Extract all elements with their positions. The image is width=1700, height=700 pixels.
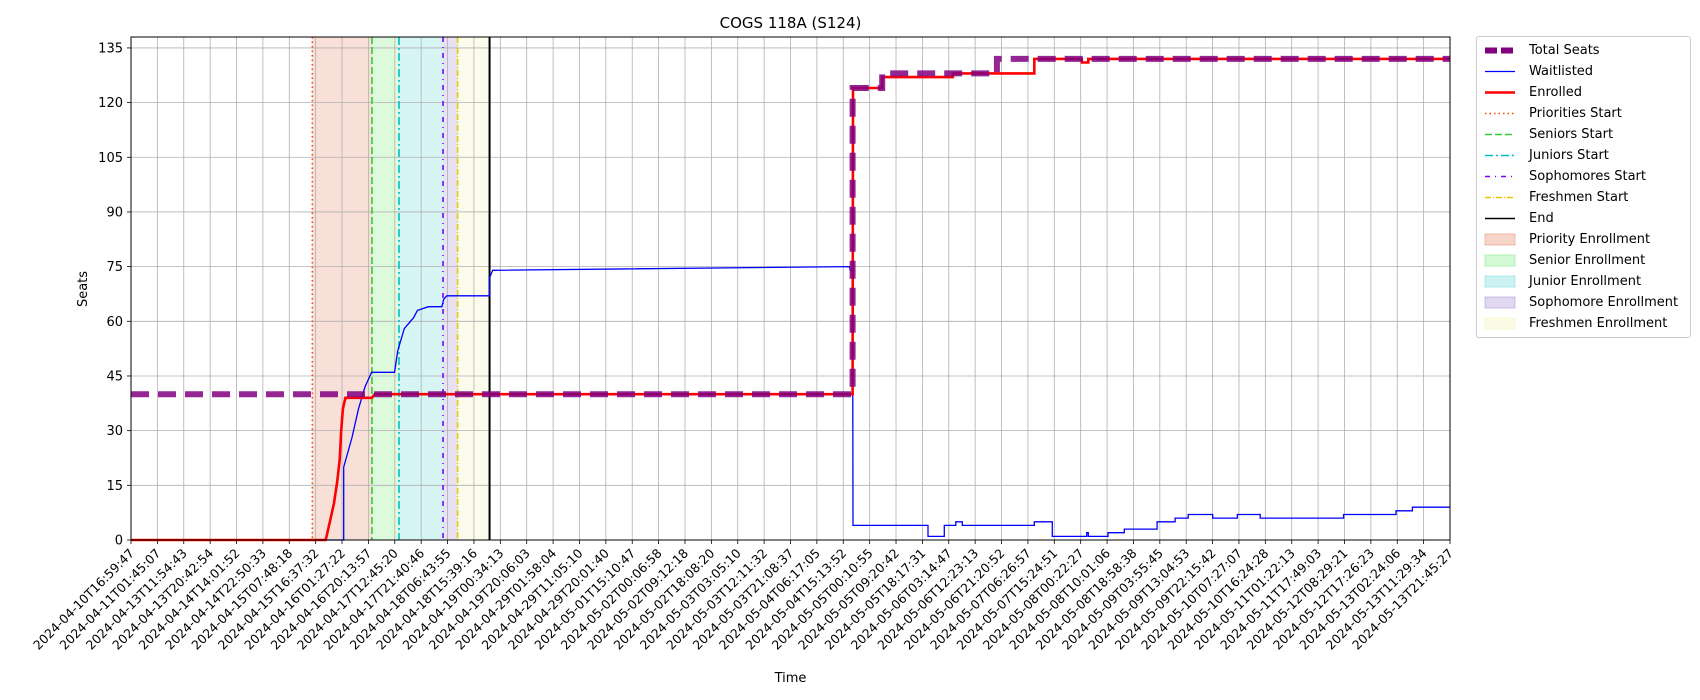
legend-label: Total Seats — [1529, 43, 1600, 58]
legend-label: Priority Enrollment — [1529, 232, 1651, 247]
legend-label: Sophomore Enrollment — [1529, 295, 1679, 310]
legend-label: Juniors Start — [1529, 148, 1609, 163]
legend-label: Freshmen Enrollment — [1529, 316, 1668, 331]
legend-swatch — [1481, 103, 1519, 124]
legend-swatch — [1481, 187, 1519, 208]
legend-label: Waitlisted — [1529, 64, 1594, 79]
y-tick-label: 0 — [115, 534, 123, 549]
y-tick-label: 15 — [106, 479, 123, 494]
legend-swatch — [1481, 229, 1519, 250]
legend-label: Junior Enrollment — [1529, 274, 1642, 289]
legend-swatch — [1481, 166, 1519, 187]
legend: Total Seats Waitlisted Enrolled Priorities … — [1476, 36, 1691, 338]
legend-label: Priorities Start — [1529, 106, 1622, 121]
legend-swatch — [1481, 124, 1519, 145]
y-tick-label: 45 — [106, 369, 123, 384]
legend-swatch — [1481, 271, 1519, 292]
legend-item: Freshmen Enrollment — [1477, 313, 1690, 334]
legend-item: Freshmen Start — [1477, 187, 1690, 208]
legend-item: Enrolled — [1477, 82, 1690, 103]
legend-swatch — [1481, 145, 1519, 166]
legend-label: Enrolled — [1529, 85, 1582, 100]
phase-span — [443, 37, 458, 540]
x-axis: 2024-04-10T16:59:472024-04-11T01:45:0720… — [30, 540, 1456, 653]
legend-swatch — [1481, 40, 1519, 61]
legend-item: Junior Enrollment — [1477, 271, 1690, 292]
y-axis: 0 15 30 45 60 75 90 105 120 135 — [98, 41, 131, 549]
legend-item: Seniors Start — [1477, 124, 1690, 145]
legend-item: Sophomore Enrollment — [1477, 292, 1690, 313]
y-tick-label: 105 — [98, 151, 123, 166]
legend-swatch — [1481, 292, 1519, 313]
x-axis-label: Time — [774, 671, 807, 686]
legend-swatch — [1481, 82, 1519, 103]
legend-item: End — [1477, 208, 1690, 229]
legend-swatch — [1481, 313, 1519, 334]
series-line — [131, 55, 1450, 398]
legend-swatch — [1481, 208, 1519, 229]
legend-swatch — [1481, 61, 1519, 82]
series-lines — [131, 55, 1450, 542]
legend-label: End — [1529, 211, 1554, 226]
legend-item: Juniors Start — [1477, 145, 1690, 166]
legend-item: Priorities Start — [1477, 103, 1690, 124]
y-tick-label: 135 — [98, 41, 123, 56]
legend-label: Freshmen Start — [1529, 190, 1629, 205]
legend-label: Sophomores Start — [1529, 169, 1646, 184]
legend-swatch — [1481, 250, 1519, 271]
legend-item: Sophomores Start — [1477, 166, 1690, 187]
y-axis-label: Seats — [76, 271, 91, 307]
legend-label: Senior Enrollment — [1529, 253, 1646, 268]
legend-label: Seniors Start — [1529, 127, 1614, 142]
legend-item: Total Seats — [1477, 40, 1690, 61]
y-tick-label: 90 — [106, 205, 123, 220]
y-tick-label: 120 — [98, 96, 123, 111]
legend-item: Senior Enrollment — [1477, 250, 1690, 271]
legend-item: Waitlisted — [1477, 61, 1690, 82]
legend-item: Priority Enrollment — [1477, 229, 1690, 250]
y-tick-label: 75 — [106, 260, 123, 275]
chart-title: COGS 118A (S124) — [720, 14, 862, 32]
y-tick-label: 30 — [106, 424, 123, 439]
series-line — [131, 265, 1450, 541]
y-tick-label: 60 — [106, 315, 123, 330]
